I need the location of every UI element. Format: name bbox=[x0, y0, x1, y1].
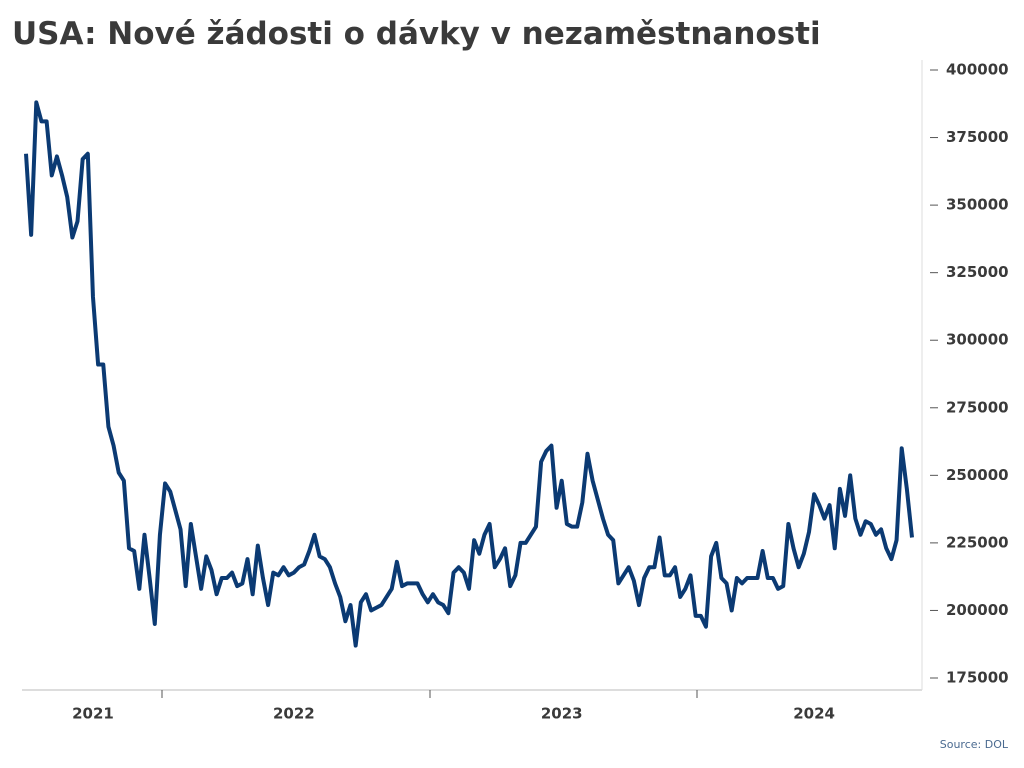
y-tick-label: 250000 bbox=[946, 466, 1009, 484]
x-tick-label: 2021 bbox=[72, 705, 114, 723]
y-tick-label: 225000 bbox=[946, 533, 1009, 551]
x-tick-label: 2024 bbox=[793, 705, 835, 723]
chart-title: USA: Nové žádosti o dávky v nezaměstnano… bbox=[12, 16, 821, 52]
y-tick-label: 325000 bbox=[946, 263, 1009, 281]
data-line bbox=[24, 100, 914, 648]
y-tick-label: 300000 bbox=[946, 331, 1009, 349]
source-note: Source: DOL bbox=[940, 738, 1009, 751]
y-tick-label: 350000 bbox=[946, 196, 1009, 214]
y-tick-label: 275000 bbox=[946, 398, 1009, 416]
y-tick-label: 175000 bbox=[946, 669, 1009, 687]
x-tick-label: 2022 bbox=[273, 705, 315, 723]
x-tick-label: 2023 bbox=[541, 705, 583, 723]
y-tick-label: 400000 bbox=[946, 61, 1009, 79]
y-tick-label: 200000 bbox=[946, 601, 1009, 619]
y-tick-label: 375000 bbox=[946, 128, 1009, 146]
